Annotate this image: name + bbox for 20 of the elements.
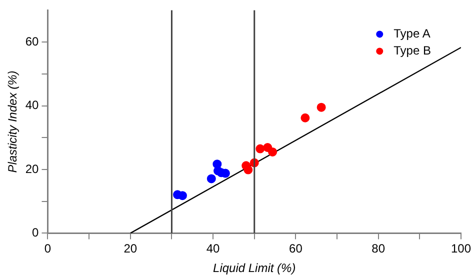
x-tick-label: 100 bbox=[450, 242, 472, 256]
x-tick-label: 60 bbox=[289, 242, 303, 256]
point bbox=[316, 102, 326, 112]
legend-label: Type A bbox=[394, 26, 430, 41]
y-tick-label: 60 bbox=[25, 34, 40, 48]
point bbox=[206, 174, 216, 184]
x-axis-title: Liquid Limit (%) bbox=[213, 261, 296, 276]
point bbox=[256, 144, 265, 154]
legend-label: Type B bbox=[394, 44, 431, 58]
y-tick-label: 20 bbox=[25, 162, 40, 176]
x-tick-label: 20 bbox=[124, 242, 138, 256]
y-axis-title: Plasticity Index (%) bbox=[6, 70, 20, 173]
y-tick-label: 0 bbox=[32, 226, 40, 240]
point bbox=[268, 147, 278, 156]
point bbox=[300, 113, 310, 122]
point bbox=[244, 165, 253, 174]
x-tick-label: 40 bbox=[206, 242, 220, 256]
y-tick-label: 40 bbox=[25, 98, 40, 112]
x-tick-label: 0 bbox=[44, 242, 52, 256]
x-tick-label: 80 bbox=[372, 242, 386, 256]
